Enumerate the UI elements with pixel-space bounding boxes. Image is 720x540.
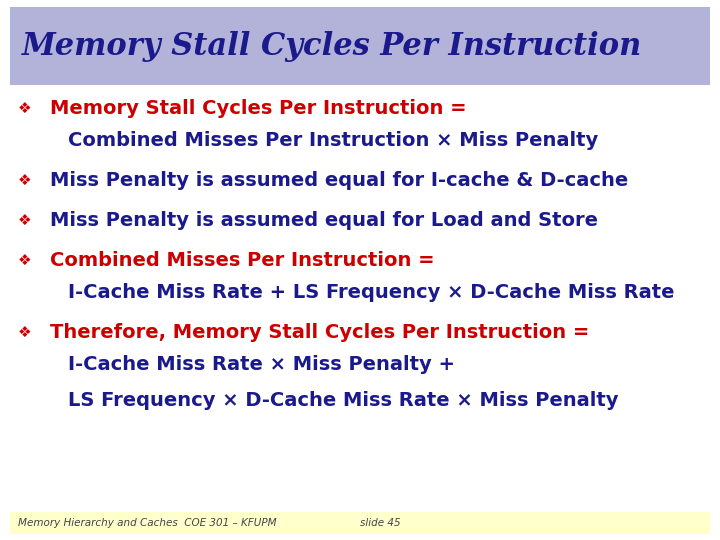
Text: ❖: ❖ [18, 213, 32, 227]
Text: Combined Misses Per Instruction × Miss Penalty: Combined Misses Per Instruction × Miss P… [68, 131, 598, 150]
Text: ❖: ❖ [18, 325, 32, 340]
Text: slide 45: slide 45 [360, 518, 400, 528]
Text: I-Cache Miss Rate + LS Frequency × D-Cache Miss Rate: I-Cache Miss Rate + LS Frequency × D-Cac… [68, 282, 675, 301]
Text: Memory Stall Cycles Per Instruction =: Memory Stall Cycles Per Instruction = [50, 98, 467, 118]
Text: I-Cache Miss Rate × Miss Penalty +: I-Cache Miss Rate × Miss Penalty + [68, 354, 455, 374]
Text: ❖: ❖ [18, 100, 32, 116]
Bar [10, 7, 710, 85]
Text: LS Frequency × D-Cache Miss Rate × Miss Penalty: LS Frequency × D-Cache Miss Rate × Miss … [68, 390, 618, 409]
Text: Miss Penalty is assumed equal for I-cache & D-cache: Miss Penalty is assumed equal for I-cach… [50, 171, 629, 190]
Text: Memory Stall Cycles Per Instruction: Memory Stall Cycles Per Instruction [22, 30, 642, 62]
Text: ❖: ❖ [18, 253, 32, 267]
Text: Therefore, Memory Stall Cycles Per Instruction =: Therefore, Memory Stall Cycles Per Instr… [50, 322, 590, 341]
Text: Memory Hierarchy and Caches  COE 301 – KFUPM: Memory Hierarchy and Caches COE 301 – KF… [18, 518, 276, 528]
Bar [10, 512, 710, 534]
Text: Combined Misses Per Instruction =: Combined Misses Per Instruction = [50, 251, 435, 269]
Text: Miss Penalty is assumed equal for Load and Store: Miss Penalty is assumed equal for Load a… [50, 211, 598, 229]
Text: ❖: ❖ [18, 172, 32, 187]
